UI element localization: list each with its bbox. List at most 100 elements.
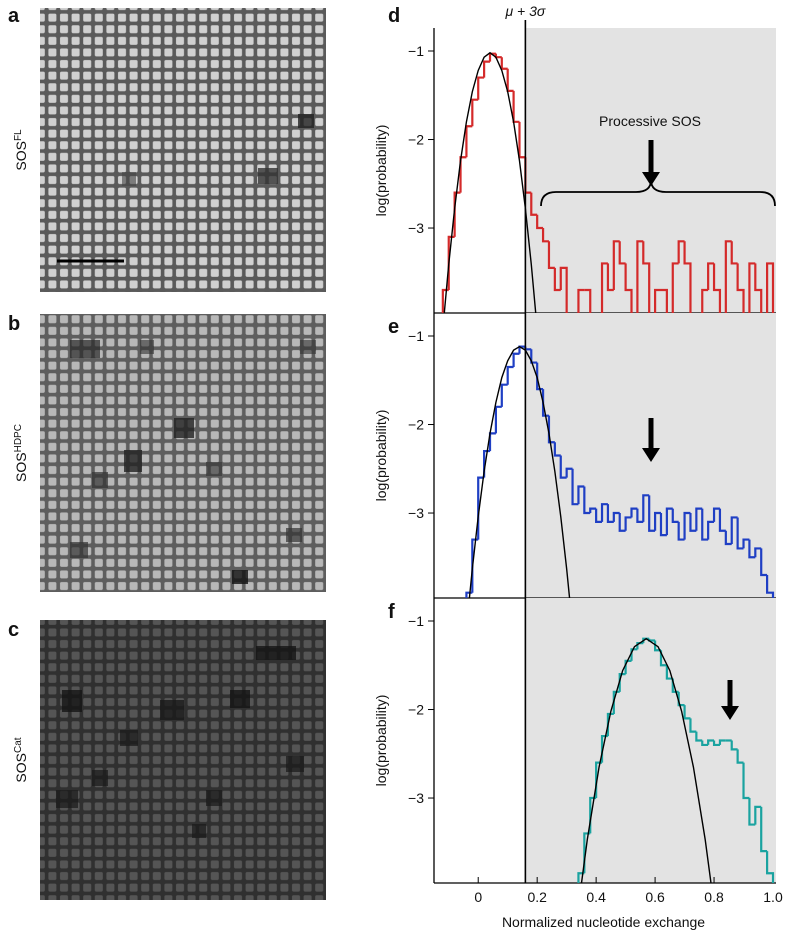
y-tick-label: −2 — [408, 132, 424, 148]
histogram-step — [518, 121, 526, 159]
histogram-step — [630, 648, 638, 661]
histogram-step — [584, 288, 592, 313]
histogram-step — [565, 467, 573, 478]
histogram-step — [630, 507, 638, 518]
histogram-step — [754, 263, 763, 313]
y-tick-label: −2 — [408, 702, 424, 718]
histogram-step — [701, 740, 709, 747]
annotation: Processive SOS — [599, 113, 701, 129]
fit-curve — [443, 51, 537, 313]
histogram-step — [606, 504, 614, 523]
plot-area — [465, 345, 775, 598]
image-b — [40, 314, 326, 592]
panel-letter: c — [8, 619, 19, 641]
histogram-step — [483, 60, 491, 78]
label-sup: HDPC — [13, 424, 24, 452]
histogram-step — [730, 516, 738, 545]
label-sup: FL — [13, 129, 24, 141]
x-axis-label: Normalized nucleotide exchange — [502, 914, 705, 930]
histogram-step — [754, 547, 762, 558]
charts: d log(probability) −1 −2 −3 μ + 3σ Processive … — [373, 3, 783, 930]
histogram-step — [583, 486, 591, 515]
histogram-step — [683, 511, 691, 540]
histogram-step — [506, 365, 514, 385]
panel-letter: e — [388, 316, 399, 338]
histogram-step — [712, 263, 722, 313]
x-tick-label: 0.8 — [704, 889, 724, 905]
histogram-step — [760, 806, 768, 853]
histogram-step — [459, 156, 467, 193]
histogram-step — [665, 665, 673, 680]
histogram-step — [606, 712, 614, 737]
y-tick-label: −2 — [408, 417, 424, 433]
histogram-step — [494, 405, 502, 434]
histogram-step — [748, 798, 756, 826]
arrow-head — [642, 448, 660, 462]
image-label: SOSHDPC — [13, 424, 30, 482]
histogram-step — [712, 740, 720, 747]
histogram-step — [671, 262, 679, 313]
histogram-step — [766, 262, 775, 313]
histogram-step — [541, 228, 549, 243]
histogram-step — [530, 192, 538, 216]
histogram-step — [689, 513, 697, 532]
plot-area — [577, 637, 775, 883]
histogram-step — [624, 516, 632, 531]
arrow-head — [642, 172, 660, 186]
histogram-step — [718, 739, 726, 745]
histogram-step — [512, 352, 520, 367]
y-tick-label: −1 — [408, 43, 424, 59]
histogram-step — [642, 494, 650, 522]
y-axis-label: log(probability) — [373, 410, 389, 502]
histogram-step — [695, 731, 703, 742]
panel-letter: f — [388, 601, 395, 623]
fit-curve — [580, 637, 712, 883]
histogram-step — [701, 288, 709, 313]
histogram-step — [559, 455, 567, 479]
histogram-step — [465, 125, 473, 158]
histogram-step — [600, 503, 608, 522]
y-tick-label: −1 — [408, 613, 424, 629]
histogram-step — [471, 98, 479, 127]
histogram-step — [648, 495, 656, 532]
x-tick-label: 0.6 — [645, 889, 665, 905]
histogram-step — [766, 851, 775, 883]
label-name: SOS — [13, 452, 29, 482]
histogram-step — [677, 521, 685, 541]
histogram-step — [553, 267, 561, 292]
histogram-step — [683, 705, 691, 720]
histogram-step — [624, 263, 633, 313]
histogram-step — [636, 508, 644, 523]
histogram-step — [541, 389, 549, 417]
histogram-step — [712, 507, 720, 522]
histogram-step — [665, 507, 673, 536]
histogram-step — [577, 485, 585, 505]
y-tick-label: −3 — [408, 220, 424, 236]
histogram-step — [724, 530, 732, 546]
histogram-step — [660, 288, 668, 313]
histogram-step — [612, 240, 620, 290]
histogram-step — [624, 659, 632, 675]
histogram-step — [730, 241, 738, 265]
y-tick-label: −3 — [408, 505, 424, 521]
histogram-step — [547, 241, 555, 269]
histogram-step — [701, 508, 709, 541]
histogram-step — [653, 288, 661, 313]
label-name: SOS — [13, 141, 29, 171]
histogram-step — [536, 362, 544, 391]
fit-curve — [468, 345, 571, 598]
histogram-step — [707, 262, 715, 290]
histogram-step — [447, 235, 455, 290]
histogram-step — [612, 690, 620, 714]
histogram-step — [677, 691, 685, 707]
brace — [540, 179, 776, 207]
arrow-head — [721, 706, 739, 720]
x-tick-label: 0 — [474, 889, 482, 905]
histogram-step — [736, 749, 744, 764]
y-axis-label: log(probability) — [373, 125, 389, 217]
histogram-step — [618, 241, 626, 265]
image-label: SOSCat — [13, 737, 30, 782]
histogram-step — [500, 383, 508, 407]
histogram-step — [736, 263, 745, 313]
